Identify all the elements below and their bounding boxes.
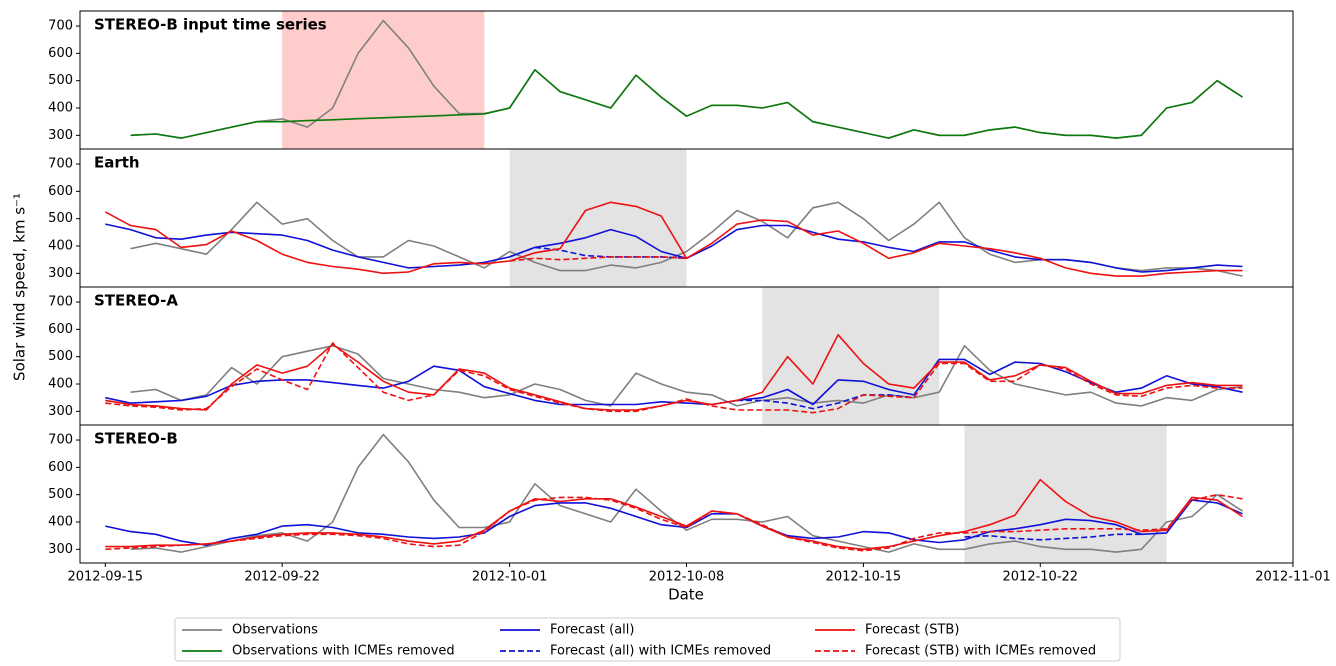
y-tick-label: 700 [48,295,73,310]
series-line [964,533,1142,541]
series-line [105,223,1243,273]
x-tick-label: 2012-09-15 [67,570,143,585]
panel-title: STEREO-B [94,430,178,448]
series-line [105,334,1243,411]
y-tick-label: 600 [48,46,73,61]
panel-title: STEREO-A [94,292,178,310]
y-tick-label: 400 [48,377,73,392]
x-tick-label: 2012-09-22 [244,570,320,585]
y-tick-label: 500 [48,349,73,364]
series-line [130,69,1243,139]
y-tick-label: 500 [48,487,73,502]
icme-shade [282,11,485,149]
x-axis-label: Date [668,586,704,604]
x-tick-label: 2012-10-15 [826,570,902,585]
y-tick-label: 300 [48,128,73,143]
legend-label: Forecast (all) [550,623,634,638]
legend-label: Forecast (STB) [865,623,959,638]
y-tick-label: 600 [48,184,73,199]
y-tick-label: 600 [48,460,73,475]
y-tick-label: 300 [48,404,73,419]
legend-label: Observations with ICMEs removed [232,644,455,659]
series-line [509,256,687,262]
x-tick-label: 2012-10-01 [472,570,548,585]
panel-title: STEREO-B input time series [94,16,327,34]
icme-shade [509,149,687,287]
y-tick-label: 700 [48,157,73,172]
series-line [105,499,1243,546]
y-tick-label: 300 [48,266,73,281]
legend-box [174,617,1121,662]
y-tick-label: 500 [48,73,73,88]
series-line [105,342,1243,414]
legend-label: Observations [232,623,318,638]
x-tick-label: 2012-10-22 [1003,570,1079,585]
legend-label: Forecast (all) with ICMEs removed [550,644,771,659]
x-tick-label: 2012-11-01 [1255,570,1331,585]
y-tick-label: 700 [48,19,73,34]
y-tick-label: 400 [48,239,73,254]
y-tick-label: 400 [48,101,73,116]
y-tick-label: 700 [48,433,73,448]
y-tick-label: 500 [48,211,73,226]
series-line [104,201,1243,277]
series-line [105,493,1243,552]
series-line [105,478,1243,551]
series-line [737,394,914,410]
series-line [105,358,1243,406]
series-line [130,345,1243,407]
panel-title: Earth [94,154,140,172]
y-tick-label: 600 [48,322,73,337]
y-tick-label: 300 [48,542,73,557]
x-tick-label: 2012-10-08 [649,570,725,585]
panel-frame [79,286,1294,426]
y-tick-label: 400 [48,515,73,530]
y-axis-label: Solar wind speed, km s⁻¹ [11,193,29,381]
icme-shade [762,287,940,425]
legend-label: Forecast (STB) with ICMEs removed [865,644,1096,659]
icme-shade [964,425,1167,563]
